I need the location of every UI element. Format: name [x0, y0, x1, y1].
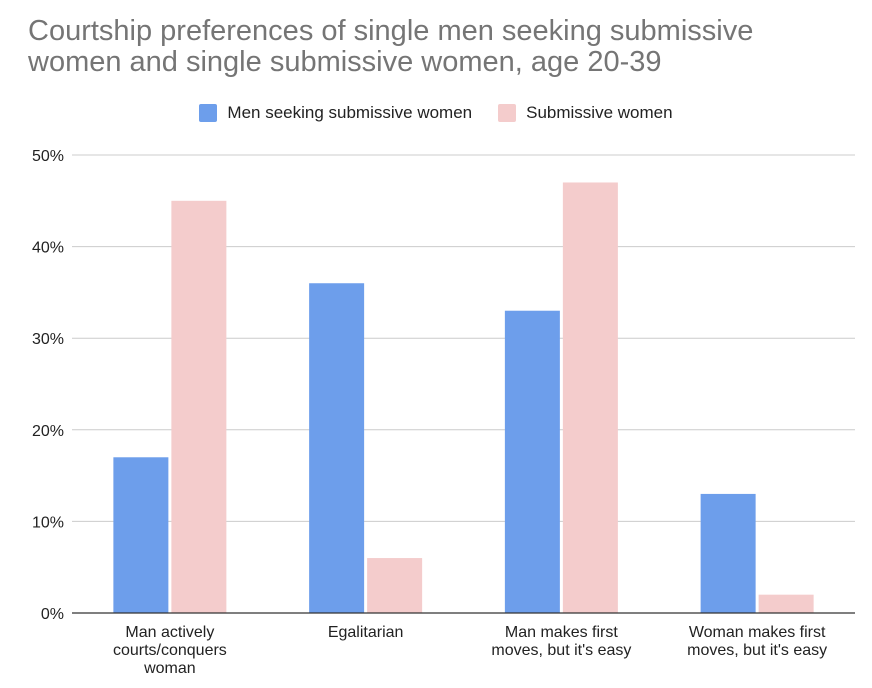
- bar-women: [562, 182, 618, 614]
- chart-title: Courtship preferences of single men seek…: [28, 15, 754, 78]
- bar-men: [113, 457, 169, 613]
- bar-men: [504, 310, 560, 613]
- legend: Men seeking submissive women Submissive …: [0, 100, 872, 126]
- legend-item-men[interactable]: Men seeking submissive women: [199, 103, 472, 123]
- legend-label-men: Men seeking submissive women: [227, 103, 473, 122]
- legend-label-women: Submissive women: [526, 103, 673, 122]
- bar-women: [758, 594, 814, 613]
- x-tick-label: Man makes first moves, but it's easy: [491, 624, 631, 659]
- legend-item-women[interactable]: Submissive women: [498, 103, 673, 123]
- legend-swatch-women: [498, 104, 517, 122]
- y-tick-label: 10%: [32, 514, 64, 531]
- y-tick-label: 40%: [32, 240, 64, 257]
- x-tick-label: Woman makes first moves, but it's easy: [687, 624, 827, 659]
- x-tick-label: Man actively courts/conquers woman: [113, 624, 227, 677]
- y-tick-label: 0%: [41, 606, 64, 623]
- legend-swatch-men: [199, 104, 218, 122]
- bar-men: [700, 493, 756, 613]
- y-tick-label: 30%: [32, 331, 64, 348]
- bar-women: [367, 558, 423, 613]
- y-tick-label: 20%: [32, 423, 64, 440]
- x-tick-label: Egalitarian: [328, 624, 404, 641]
- bar-men: [309, 283, 365, 613]
- bar-women: [171, 200, 227, 614]
- y-tick-label: 50%: [32, 148, 64, 165]
